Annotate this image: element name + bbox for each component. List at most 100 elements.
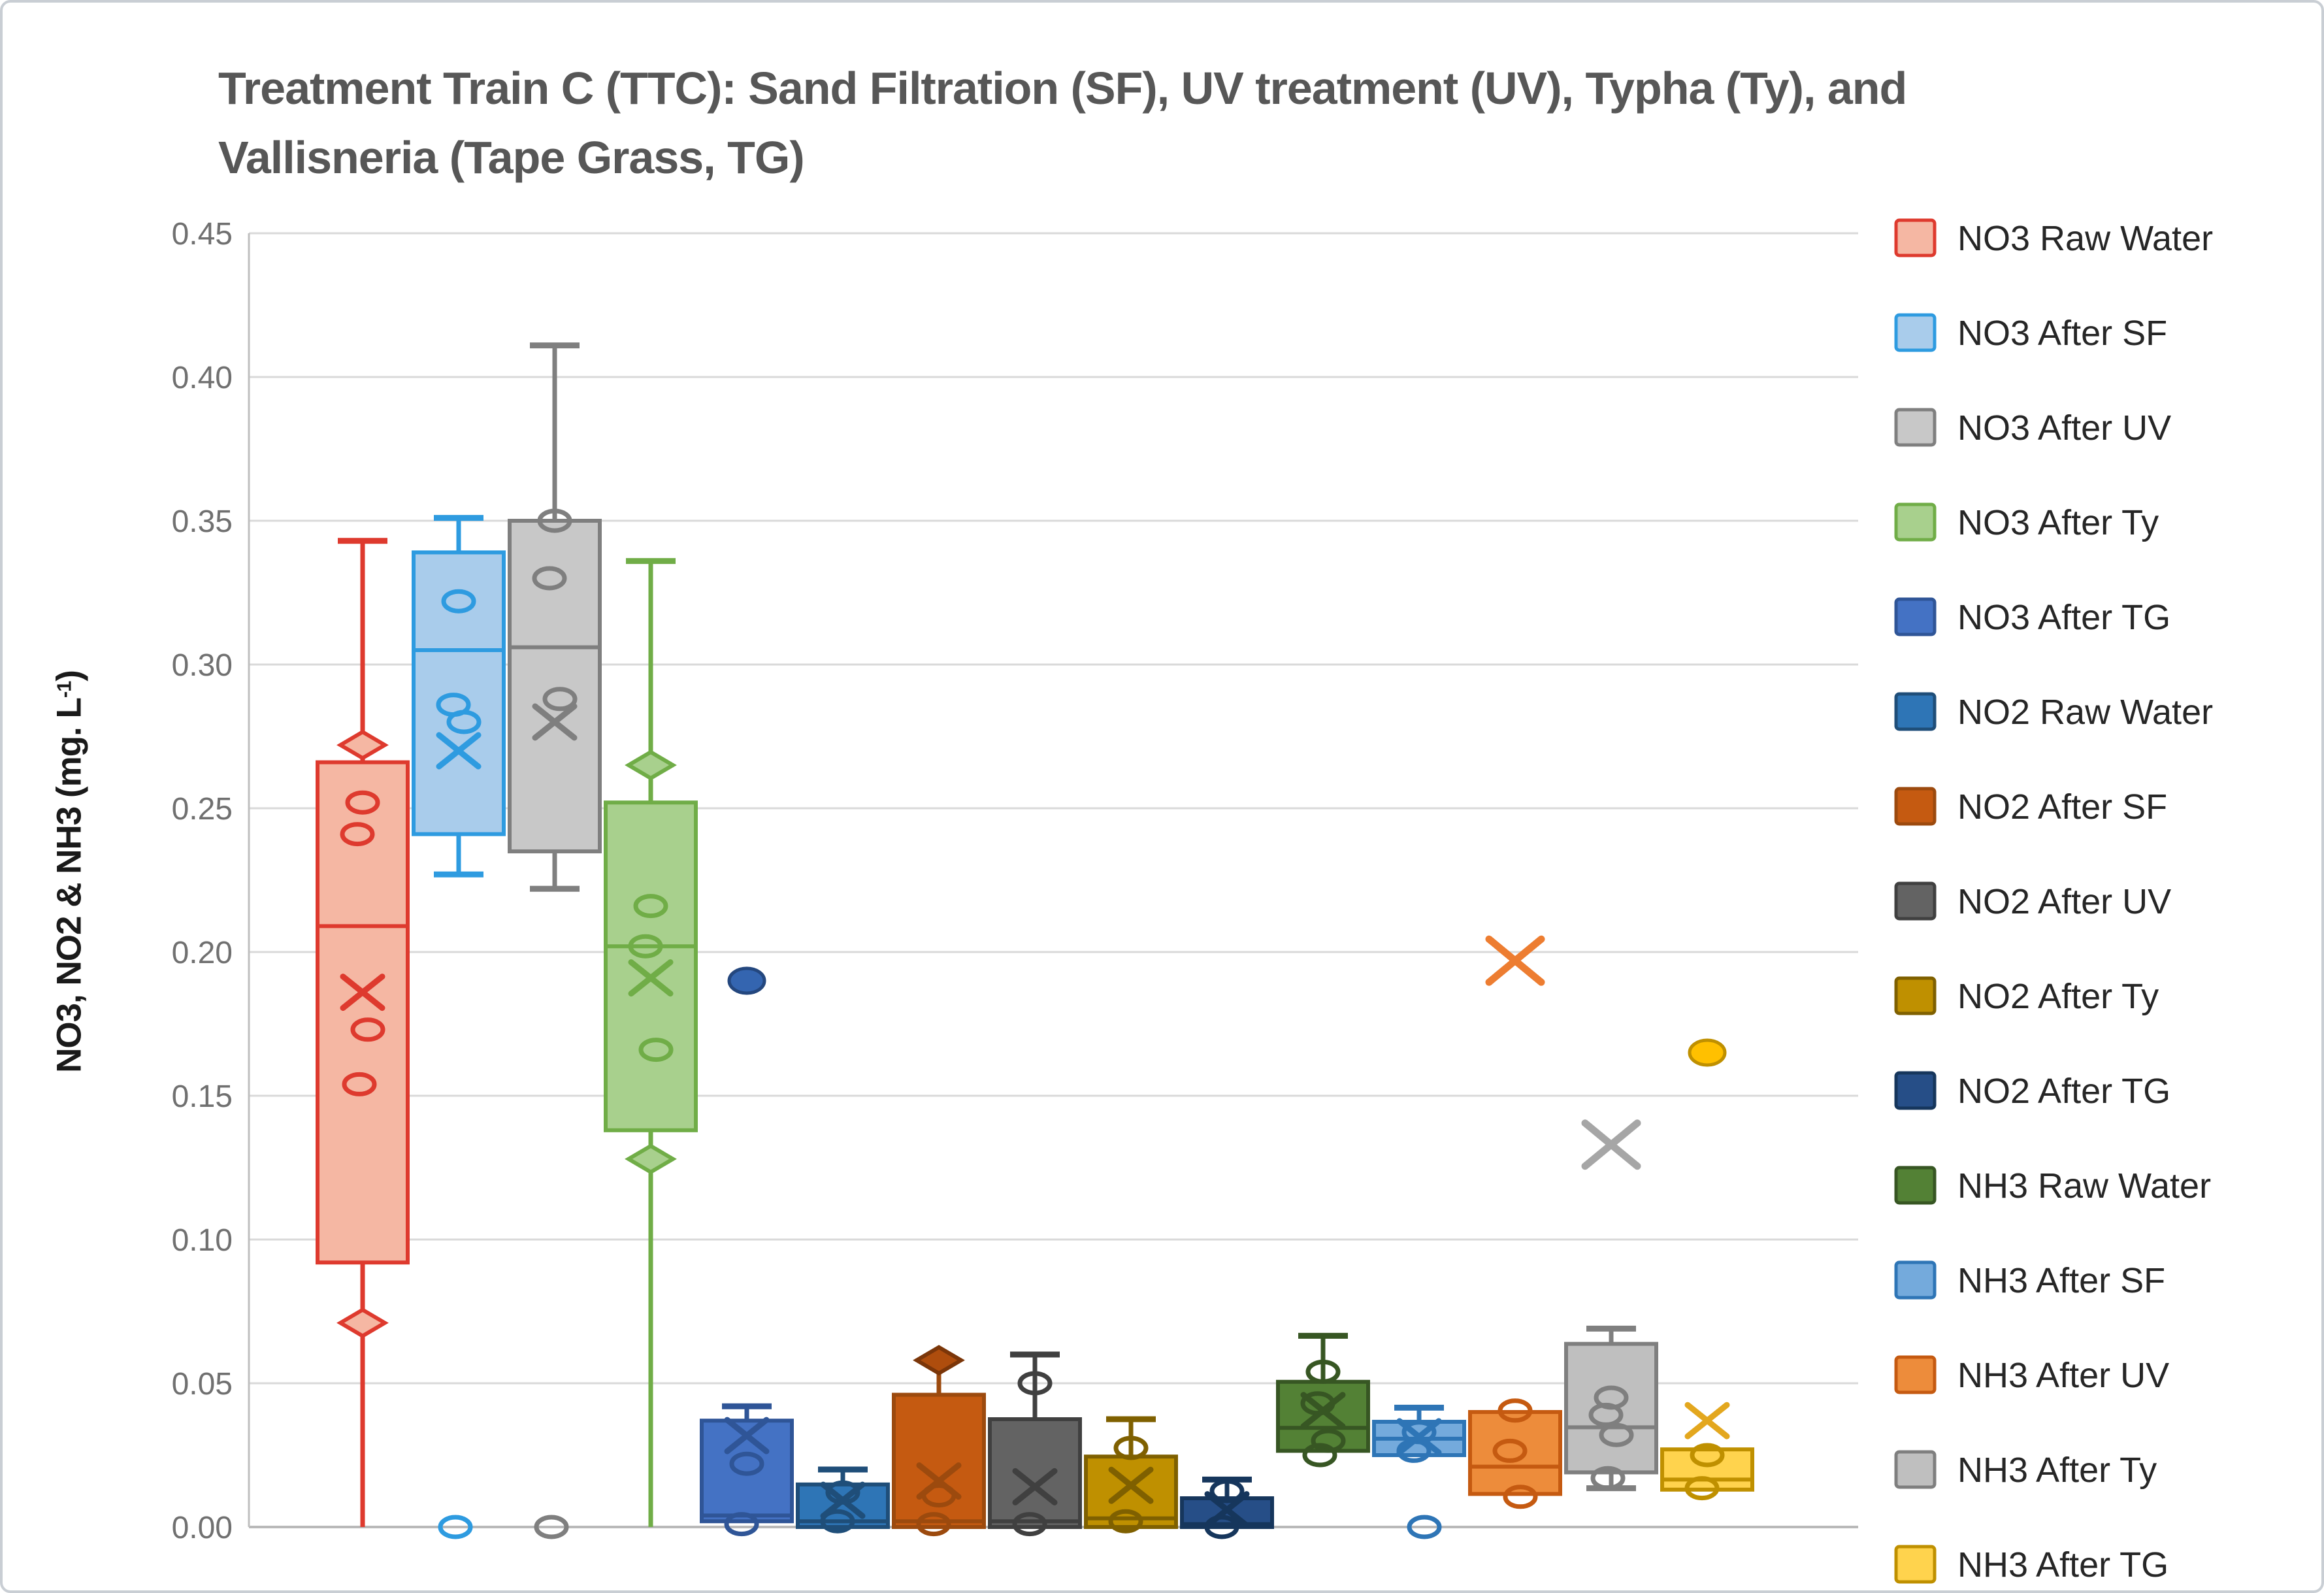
legend-item-no3-after-sf[interactable]: NO3 After SF <box>1894 313 2167 353</box>
data-point-circle <box>1012 1512 1047 1537</box>
data-point-circle <box>1503 1485 1538 1509</box>
data-point-circle <box>1209 1479 1245 1503</box>
mean-x-marker <box>628 959 674 997</box>
data-point-circle <box>534 1515 569 1539</box>
mean-x-marker <box>1684 1402 1730 1439</box>
y-tick-label: 0.00 <box>172 1511 233 1545</box>
legend-swatch <box>1894 787 1937 826</box>
data-point-circle <box>446 710 482 734</box>
y-axis[interactable]: 0.45 0.40 0.35 0.30 0.25 0.20 0.15 0.10 0.05 0.00 <box>172 217 1858 1545</box>
y-tick-label: 0.45 <box>172 217 233 252</box>
legend-label: NH3 After UV <box>1957 1356 2169 1395</box>
data-point-circle <box>1690 1443 1725 1468</box>
data-point-circle <box>633 894 668 919</box>
legend-item-nh3-after-sf[interactable]: NH3 After SF <box>1894 1260 2165 1300</box>
legend-label: NO3 After SF <box>1957 314 2167 353</box>
box <box>508 519 602 853</box>
legend-item-no3-after-ty[interactable]: NO3 After Ty <box>1894 502 2159 542</box>
mean-x-marker <box>1204 1491 1250 1529</box>
box-group-no2-after-sf[interactable] <box>892 1345 986 1537</box>
data-point-circle <box>916 1512 951 1537</box>
box-group-no2-after-tg[interactable] <box>1180 1476 1274 1539</box>
outlier-diamond <box>625 1143 677 1175</box>
legend-item-no2-after-sf[interactable]: NO2 After SF <box>1894 787 2167 827</box>
box-group-nh3-after-tg[interactable] <box>1660 1038 1754 1501</box>
box <box>1084 1454 1178 1529</box>
data-point-circle <box>1498 1398 1533 1423</box>
data-point-circle <box>729 1451 764 1476</box>
box <box>1660 1447 1754 1492</box>
data-point-circle <box>345 790 380 815</box>
data-point-circle <box>1311 1428 1346 1453</box>
legend-item-no3-after-tg[interactable]: NO3 After TG <box>1894 597 2170 637</box>
data-point-circle <box>1492 1438 1528 1463</box>
data-point-circle <box>820 1509 855 1534</box>
data-point-circle <box>1588 1402 1624 1427</box>
box-group-no2-after-ty[interactable] <box>1084 1416 1178 1534</box>
legend-swatch <box>1894 502 1937 542</box>
box-group-no3-after-uv[interactable] <box>508 342 602 1539</box>
y-tick-label: 0.10 <box>172 1223 233 1258</box>
data-point-circle <box>441 589 476 614</box>
chart-title[interactable]: Treatment Train C (TTC): Sand Filtration… <box>218 54 1907 192</box>
outlier-diamond <box>913 1345 965 1376</box>
legend-item-no2-after-tg[interactable]: NO2 After TG <box>1894 1071 2170 1111</box>
chart-title-line1: Treatment Train C (TTC): Sand Filtration… <box>218 63 1907 114</box>
y-tick-label: 0.40 <box>172 361 233 395</box>
mean-x-marker <box>724 1417 770 1454</box>
box-group-nh3-after-ty[interactable] <box>1564 1119 1658 1492</box>
y-tick-label: 0.05 <box>172 1367 233 1402</box>
legend-label: NO2 After TG <box>1957 1072 2170 1111</box>
data-point-circle <box>1017 1371 1053 1396</box>
legend-item-no2-after-uv[interactable]: NO2 After UV <box>1894 881 2171 921</box>
box-group-no3-after-sf[interactable] <box>412 515 506 1539</box>
legend-item-no2-raw-water[interactable]: NO2 Raw Water <box>1894 692 2213 732</box>
box-group-nh3-after-sf[interactable] <box>1372 1404 1466 1539</box>
box-group-no2-raw-water[interactable] <box>796 1466 890 1534</box>
mean-x-marker <box>340 974 385 1011</box>
box-group-no2-after-uv[interactable] <box>988 1351 1082 1537</box>
legend-swatch <box>1894 218 1937 257</box>
legend-item-no3-raw-water[interactable]: NO3 Raw Water <box>1894 218 2213 258</box>
data-point-circle <box>438 1515 473 1539</box>
legend-swatch <box>1894 597 1937 636</box>
y-axis-title-text: NO3, NO2 & NH3 (mg. L <box>50 698 89 1073</box>
data-point-circle <box>724 1512 759 1537</box>
legend-label: NO3 Raw Water <box>1957 219 2213 258</box>
boxplot-canvas: 0.45 0.40 0.35 0.30 0.25 0.20 0.15 0.10 0.05 0.00… <box>172 217 2214 1585</box>
y-axis-title[interactable]: NO3, NO2 & NH3 (mg. L-1) <box>50 670 90 1073</box>
y-tick-label: 0.20 <box>172 936 233 970</box>
mean-x-marker <box>1485 935 1545 986</box>
box <box>316 760 410 1265</box>
mean-x-marker <box>532 703 578 741</box>
legend-item-nh3-after-uv[interactable]: NH3 After UV <box>1894 1355 2169 1395</box>
data-point-circle <box>1302 1443 1337 1468</box>
legend-label: NO3 After TG <box>1957 598 2170 637</box>
legend-item-nh3-raw-water[interactable]: NH3 Raw Water <box>1894 1166 2211 1206</box>
legend-item-nh3-after-tg[interactable]: NH3 After TG <box>1894 1545 2169 1585</box>
data-point-circle <box>542 687 578 712</box>
legend-item-no2-after-ty[interactable]: NO2 After Ty <box>1894 976 2159 1016</box>
box-group-no3-after-tg[interactable] <box>700 966 794 1537</box>
box-group-no3-raw-water[interactable] <box>316 538 410 1527</box>
box-group-nh3-after-uv[interactable] <box>1468 935 1562 1509</box>
y-tick-label: 0.15 <box>172 1079 233 1114</box>
legend-swatch <box>1894 1545 1937 1584</box>
legend-label: NO3 After Ty <box>1957 503 2159 542</box>
legend-label: NO3 After UV <box>1957 408 2171 448</box>
outlier-dot <box>1688 1038 1727 1067</box>
box <box>604 800 698 1132</box>
box-group-nh3-raw-water[interactable] <box>1276 1332 1370 1468</box>
box-group-no3-after-ty[interactable] <box>604 558 698 1527</box>
legend-label: NH3 After SF <box>1957 1261 2165 1300</box>
legend-swatch <box>1894 976 1937 1015</box>
mean-x-marker <box>820 1481 866 1519</box>
data-point-circle <box>342 1072 377 1096</box>
legend-item-no3-after-uv[interactable]: NO3 After UV <box>1894 408 2171 448</box>
data-point-circle <box>1590 1466 1626 1490</box>
legend-swatch <box>1894 692 1937 731</box>
legend-item-nh3-after-ty[interactable]: NH3 After Ty <box>1894 1450 2157 1490</box>
y-tick-label: 0.35 <box>172 504 233 539</box>
legend[interactable]: NO3 Raw Water NO3 After SF NO3 After UV NO3… <box>1894 218 2213 1585</box>
